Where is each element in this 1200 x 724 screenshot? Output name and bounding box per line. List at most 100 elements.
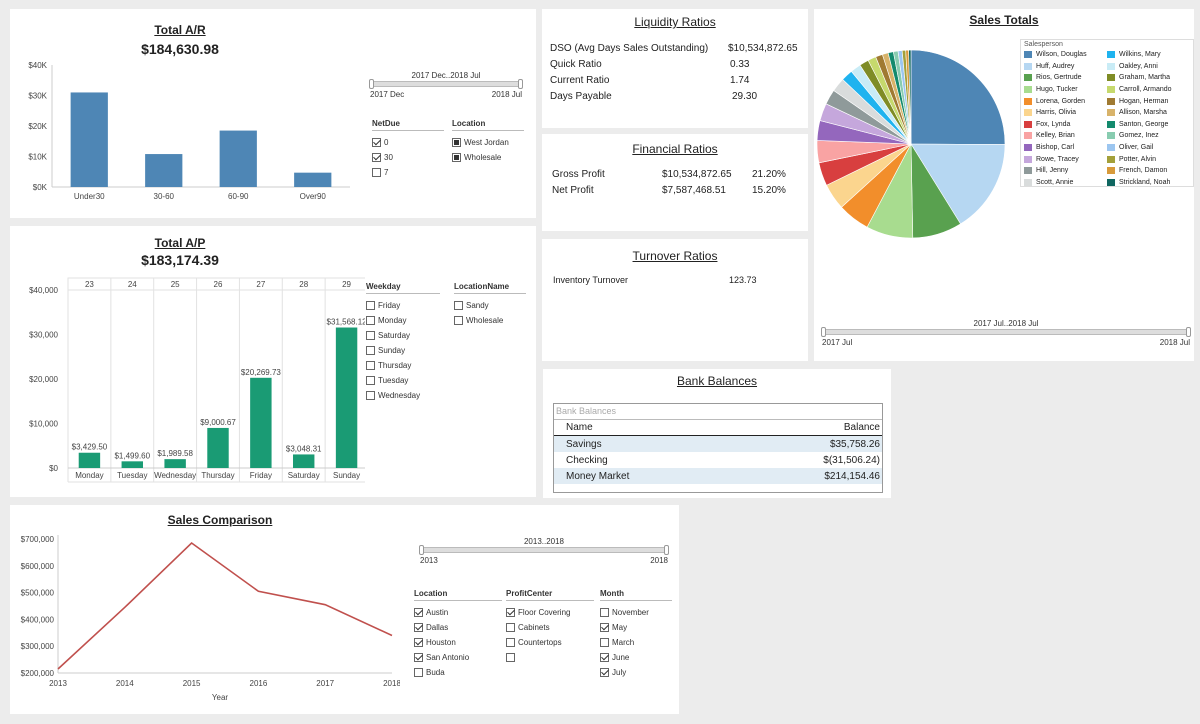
checkbox[interactable] bbox=[454, 301, 463, 310]
checkbox[interactable] bbox=[414, 668, 423, 677]
legend-item[interactable]: Strickland, Noah bbox=[1107, 177, 1190, 189]
filter-option[interactable]: Dallas bbox=[414, 620, 502, 635]
checkbox[interactable] bbox=[366, 331, 375, 340]
filter-option[interactable]: Wholesale bbox=[454, 313, 526, 328]
filter-option[interactable]: Houston bbox=[414, 635, 502, 650]
legend-item[interactable]: Santon, George bbox=[1107, 119, 1190, 131]
bar[interactable] bbox=[164, 459, 186, 468]
legend-item[interactable]: Gomez, Inez bbox=[1107, 130, 1190, 142]
checkbox[interactable] bbox=[366, 361, 375, 370]
filter-option[interactable]: Wednesday bbox=[366, 388, 440, 403]
legend-item[interactable]: Fox, Lynda bbox=[1024, 119, 1107, 131]
sales-totals-date-slider[interactable]: 2017 Jul..2018 Jul 2017 Jul 2018 Jul bbox=[821, 319, 1191, 349]
bar[interactable] bbox=[145, 154, 183, 187]
checkbox[interactable] bbox=[600, 623, 609, 632]
checkbox[interactable] bbox=[600, 668, 609, 677]
filter-option[interactable]: Tuesday bbox=[366, 373, 440, 388]
checkbox[interactable] bbox=[506, 608, 515, 617]
checkbox[interactable] bbox=[366, 301, 375, 310]
bar[interactable] bbox=[294, 172, 332, 187]
bar[interactable] bbox=[293, 454, 315, 468]
legend-item[interactable]: Bishop, Carl bbox=[1024, 142, 1107, 154]
pie-slice[interactable] bbox=[910, 49, 1006, 145]
checkbox[interactable] bbox=[414, 623, 423, 632]
checkbox[interactable] bbox=[372, 138, 381, 147]
slider-track[interactable] bbox=[822, 329, 1190, 335]
legend-item[interactable]: Oakley, Anni bbox=[1107, 61, 1190, 73]
legend-item[interactable]: Hill, Jenny bbox=[1024, 165, 1107, 177]
legend-item[interactable]: Rios, Gertrude bbox=[1024, 72, 1107, 84]
slider-track[interactable] bbox=[420, 547, 668, 553]
legend-item[interactable]: Lorena, Gorden bbox=[1024, 95, 1107, 107]
slider-track[interactable] bbox=[370, 81, 522, 87]
checkbox[interactable] bbox=[366, 346, 375, 355]
legend-item[interactable]: Hogan, Herman bbox=[1107, 95, 1190, 107]
checkbox[interactable] bbox=[414, 608, 423, 617]
slider-start-handle[interactable] bbox=[821, 327, 826, 337]
checkbox[interactable] bbox=[366, 391, 375, 400]
slider-end-handle[interactable] bbox=[1186, 327, 1191, 337]
filter-option[interactable]: 0 bbox=[372, 135, 444, 150]
sales-comparison-year-slider[interactable]: 2013..2018 2013 2018 bbox=[419, 537, 669, 567]
filter-option[interactable]: Friday bbox=[366, 298, 440, 313]
checkbox[interactable] bbox=[600, 608, 609, 617]
filter-option[interactable]: Buda bbox=[414, 665, 502, 680]
filter-option[interactable]: Sandy bbox=[454, 298, 526, 313]
checkbox[interactable] bbox=[452, 153, 461, 162]
filter-option[interactable]: 30 bbox=[372, 150, 444, 165]
checkbox[interactable] bbox=[600, 638, 609, 647]
legend-item[interactable]: Wilson, Douglas bbox=[1024, 49, 1107, 61]
pie-slice[interactable] bbox=[908, 49, 912, 145]
filter-option[interactable]: Cabinets bbox=[506, 620, 594, 635]
legend-item[interactable]: Rowe, Tracey bbox=[1024, 153, 1107, 165]
filter-option[interactable]: Wholesale bbox=[452, 150, 524, 165]
legend-item[interactable]: Kelley, Brian bbox=[1024, 130, 1107, 142]
filter-option[interactable]: Countertops bbox=[506, 635, 594, 650]
filter-option[interactable]: Saturday bbox=[366, 328, 440, 343]
slider-start-handle[interactable] bbox=[419, 545, 424, 555]
legend-item[interactable]: French, Damon bbox=[1107, 165, 1190, 177]
legend-item[interactable]: Hugo, Tucker bbox=[1024, 84, 1107, 96]
legend-item[interactable]: Oliver, Gail bbox=[1107, 142, 1190, 154]
checkbox[interactable] bbox=[366, 316, 375, 325]
filter-option[interactable]: Sunday bbox=[366, 343, 440, 358]
filter-option[interactable]: 7 bbox=[372, 165, 444, 180]
filter-option[interactable]: Austin bbox=[414, 605, 502, 620]
bar[interactable] bbox=[207, 427, 229, 468]
legend-item[interactable]: Wilkins, Mary bbox=[1107, 49, 1190, 61]
filter-option[interactable]: Thursday bbox=[366, 358, 440, 373]
filter-option[interactable]: June bbox=[600, 650, 672, 665]
bar[interactable] bbox=[219, 130, 257, 187]
slider-end-handle[interactable] bbox=[518, 79, 523, 89]
slider-end-handle[interactable] bbox=[664, 545, 669, 555]
filter-option[interactable] bbox=[506, 650, 594, 665]
filter-option[interactable]: November bbox=[600, 605, 672, 620]
bar[interactable] bbox=[121, 461, 143, 468]
checkbox[interactable] bbox=[366, 376, 375, 385]
checkbox[interactable] bbox=[506, 623, 515, 632]
legend-item[interactable]: Graham, Martha bbox=[1107, 72, 1190, 84]
filter-option[interactable]: May bbox=[600, 620, 672, 635]
filter-option[interactable]: Floor Covering bbox=[506, 605, 594, 620]
sales-line[interactable] bbox=[57, 541, 393, 670]
checkbox[interactable] bbox=[372, 168, 381, 177]
legend-item[interactable]: Potter, Alvin bbox=[1107, 153, 1190, 165]
filter-option[interactable]: July bbox=[600, 665, 672, 680]
bar[interactable] bbox=[335, 327, 358, 468]
filter-option[interactable]: Monday bbox=[366, 313, 440, 328]
bar[interactable] bbox=[78, 452, 101, 468]
filter-option[interactable]: San Antonio bbox=[414, 650, 502, 665]
filter-option[interactable]: West Jordan bbox=[452, 135, 524, 150]
checkbox[interactable] bbox=[506, 638, 515, 647]
legend-item[interactable]: Scott, Annie bbox=[1024, 177, 1107, 189]
bar[interactable] bbox=[250, 377, 272, 468]
checkbox[interactable] bbox=[372, 153, 381, 162]
filter-option[interactable]: March bbox=[600, 635, 672, 650]
legend-item[interactable]: Carroll, Armando bbox=[1107, 84, 1190, 96]
legend-item[interactable]: Allison, Marsha bbox=[1107, 107, 1190, 119]
checkbox[interactable] bbox=[414, 638, 423, 647]
bar[interactable] bbox=[70, 92, 108, 187]
slider-start-handle[interactable] bbox=[369, 79, 374, 89]
checkbox[interactable] bbox=[414, 653, 423, 662]
total-ar-date-slider[interactable]: 2017 Dec..2018 Jul 2017 Dec 2018 Jul bbox=[369, 71, 523, 101]
